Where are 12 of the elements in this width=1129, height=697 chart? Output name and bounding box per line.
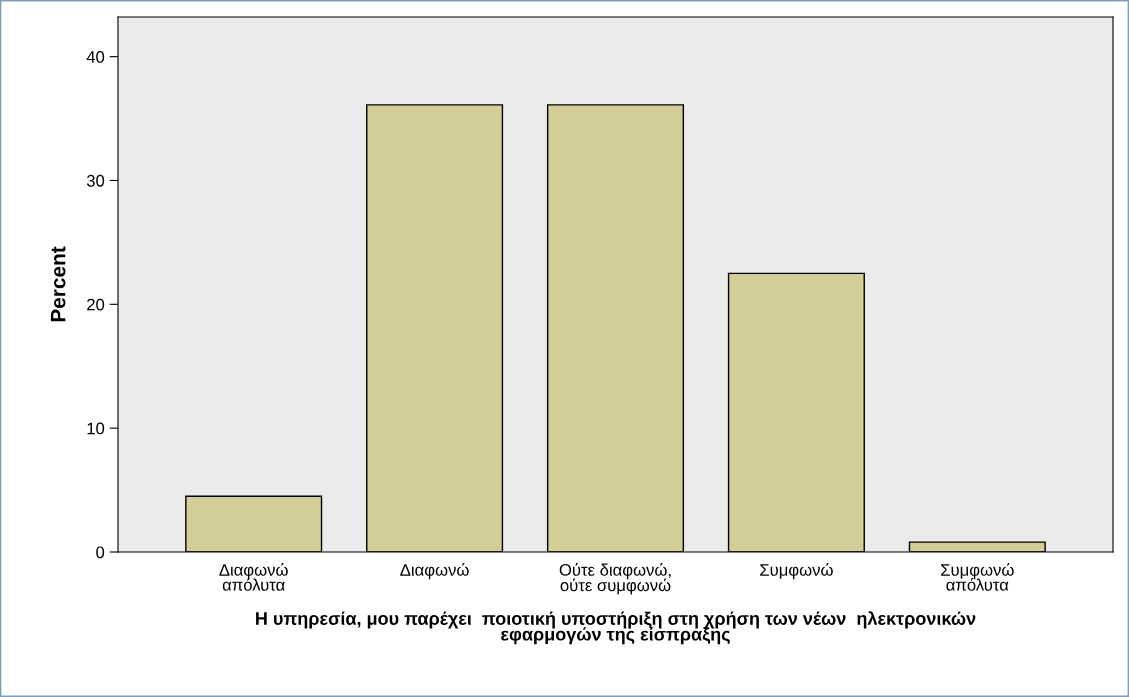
x-tick-label: Συμφωνώ <box>760 563 833 580</box>
x-tick-label: Διαφωνώ απόλυτα <box>219 563 288 591</box>
y-tick-label: 40 <box>86 51 105 63</box>
y-tick-label: 20 <box>87 298 105 311</box>
y-tick-label: 0 <box>96 546 105 559</box>
y-tick-label: 30 <box>86 174 105 187</box>
y-tick-label: 10 <box>87 422 105 435</box>
y-axis-title: Percent <box>50 246 66 322</box>
x-tick-label: Ούτε διαφωνώ, ούτε συμφωνώ <box>559 563 671 595</box>
x-tick-label: Συμφωνώ απόλυτα <box>941 563 1014 591</box>
x-axis-title: Η υπηρεσία, μου παρέχει ποιοτική υποστήριξη στη χρήση των νέων ηλεκτρονικών εφαρμογών της είσπραξης <box>256 611 976 645</box>
x-tick-label: Διαφωνώ <box>400 563 469 580</box>
